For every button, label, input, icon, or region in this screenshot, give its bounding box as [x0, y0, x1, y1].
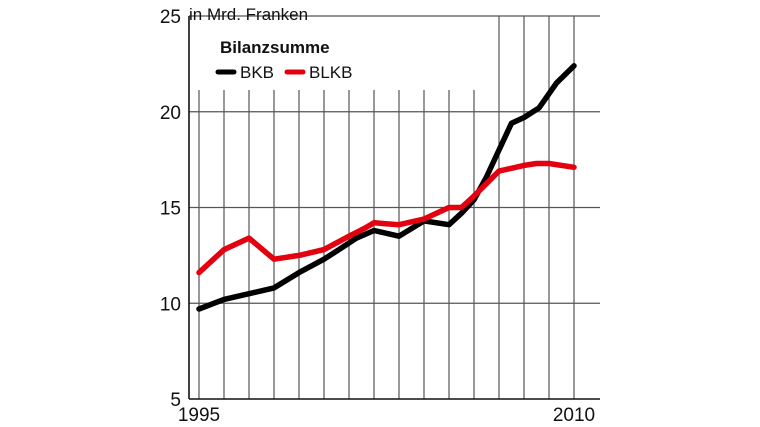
- y-tick-label-15: 15: [160, 199, 181, 220]
- legend-title: Bilanzsumme: [220, 38, 330, 57]
- series-line-blkb: [196, 160, 577, 276]
- series-layer: [196, 63, 577, 312]
- x-tick-label-1995: 1995: [178, 405, 220, 426]
- y-tick-label-5: 5: [170, 390, 181, 411]
- x-tick-label-2010: 2010: [553, 405, 595, 426]
- y-tick-label-10: 10: [160, 294, 181, 315]
- y-tick-label-25: 25: [160, 7, 181, 28]
- y-tick-label-20: 20: [160, 103, 181, 124]
- label-layer: in Mrd. Franken Bilanzsumme BKB BLKB: [189, 5, 352, 82]
- unit-label: in Mrd. Franken: [189, 5, 308, 24]
- legend-label-blkb: BLKB: [309, 63, 352, 82]
- grid-layer: [189, 15, 600, 399]
- axis-layer: 5 10 15 20 25 1995 2010: [160, 7, 600, 426]
- legend-label-bkb: BKB: [240, 63, 274, 82]
- series-line-bkb: [196, 63, 577, 312]
